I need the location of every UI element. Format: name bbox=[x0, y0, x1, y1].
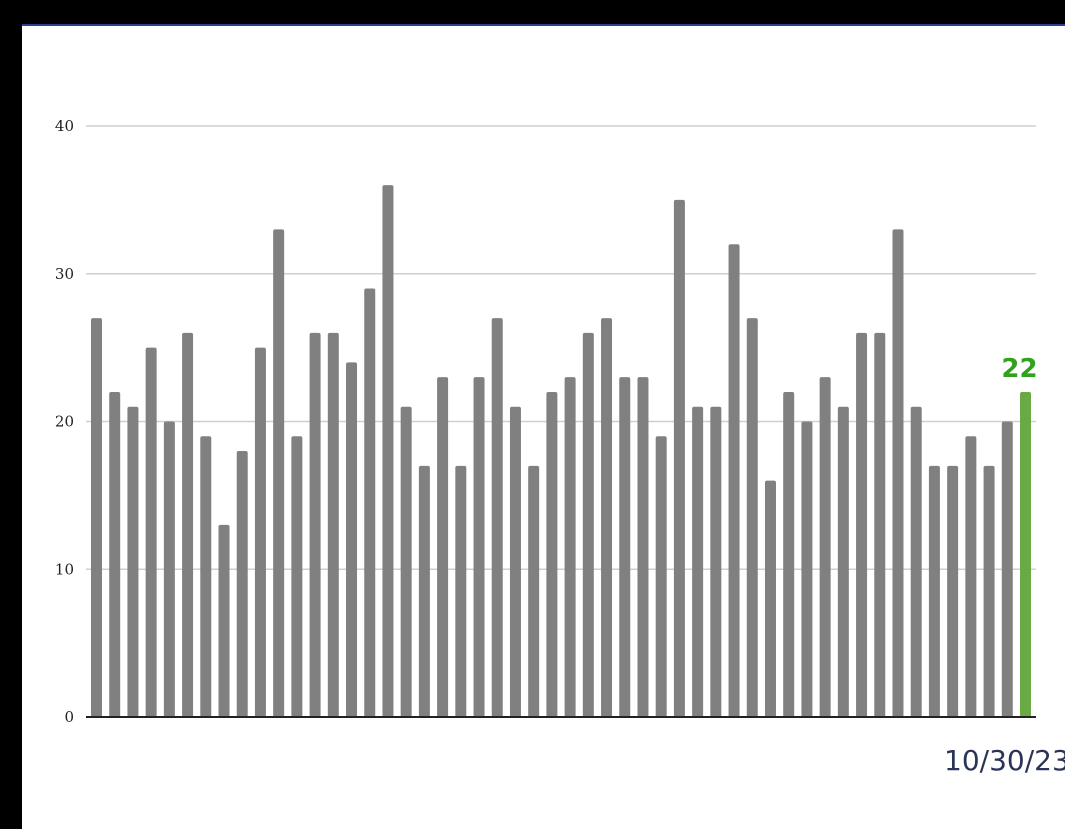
bar bbox=[655, 436, 667, 717]
bar bbox=[692, 406, 704, 717]
y-tick-label: 10 bbox=[55, 560, 74, 578]
bar bbox=[509, 406, 521, 717]
bar bbox=[327, 332, 339, 717]
bar bbox=[546, 391, 558, 717]
bar bbox=[637, 377, 649, 717]
bar bbox=[582, 332, 594, 717]
bar bbox=[728, 244, 740, 717]
left-border bbox=[0, 0, 22, 829]
bar bbox=[437, 377, 449, 717]
bar bbox=[819, 377, 831, 717]
bar bbox=[673, 199, 685, 717]
bar bbox=[856, 332, 868, 717]
y-axis-ticks: 0 10 20 30 40 bbox=[55, 117, 74, 726]
bar bbox=[236, 451, 248, 717]
bar bbox=[309, 332, 321, 717]
bar bbox=[455, 465, 467, 717]
y-tick-label: 0 bbox=[64, 708, 74, 726]
bar bbox=[528, 465, 540, 717]
bar bbox=[874, 332, 886, 717]
bar bbox=[910, 406, 922, 717]
bar-highlighted bbox=[1020, 391, 1031, 717]
bar bbox=[382, 185, 394, 718]
top-bar-accent bbox=[22, 24, 1065, 26]
x-axis-date-area: 10/30/23 bbox=[0, 740, 1065, 785]
bars bbox=[91, 185, 1031, 718]
bar bbox=[965, 436, 977, 717]
bar bbox=[983, 465, 995, 717]
bar bbox=[91, 318, 102, 717]
bar bbox=[892, 229, 904, 718]
top-bar bbox=[0, 0, 1065, 24]
bar bbox=[200, 436, 212, 717]
y-tick-label: 20 bbox=[55, 413, 74, 431]
bar bbox=[400, 406, 412, 717]
bar bbox=[764, 480, 776, 717]
bar bbox=[127, 406, 139, 717]
bar bbox=[783, 391, 795, 717]
bar bbox=[928, 465, 940, 717]
bar bbox=[364, 288, 376, 717]
bar bbox=[1001, 421, 1013, 717]
bar bbox=[346, 362, 358, 717]
highlight-value-label: 22 bbox=[1001, 354, 1037, 384]
bar bbox=[710, 406, 722, 717]
bar bbox=[801, 421, 813, 717]
bar bbox=[601, 318, 613, 717]
bar bbox=[491, 318, 503, 717]
bar bbox=[837, 406, 849, 717]
bar bbox=[291, 436, 303, 717]
bar-chart: 0 10 20 30 40 22 bbox=[55, 117, 1038, 726]
bar bbox=[254, 347, 266, 717]
y-tick-label: 40 bbox=[55, 117, 74, 135]
y-tick-label: 30 bbox=[55, 265, 74, 283]
last-date-label: 10/30/23 bbox=[944, 744, 1065, 777]
bar bbox=[418, 465, 430, 717]
bar bbox=[218, 524, 230, 717]
bar bbox=[947, 465, 959, 717]
bar bbox=[182, 332, 194, 717]
bar bbox=[619, 377, 631, 717]
bar bbox=[145, 347, 157, 717]
bar bbox=[564, 377, 576, 717]
bar bbox=[163, 421, 175, 717]
bar bbox=[109, 391, 121, 717]
bar bbox=[746, 318, 758, 717]
bar bbox=[273, 229, 285, 718]
bar bbox=[473, 377, 485, 717]
